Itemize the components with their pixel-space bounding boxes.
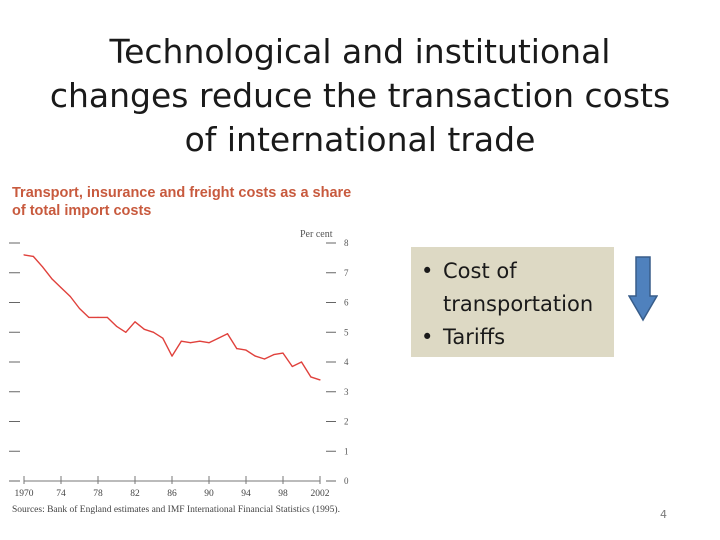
- data-point: [291, 365, 293, 368]
- y-axis-label: Per cent: [300, 229, 333, 240]
- x-tick-label: 74: [56, 489, 66, 499]
- data-point: [41, 266, 44, 268]
- bullet-dot-icon: •: [421, 259, 434, 283]
- data-point: [69, 295, 71, 298]
- data-point: [208, 342, 210, 344]
- y-tick-labels: 8 7 6 5 4 3 2 1 0: [344, 238, 349, 486]
- data-point: [51, 278, 53, 280]
- y-tick-label: 0: [344, 476, 349, 486]
- x-tick-label: 90: [204, 489, 214, 499]
- bullet-dot-icon: •: [421, 325, 434, 349]
- y-tick-label: 4: [344, 357, 349, 367]
- y-tick-label: 2: [344, 417, 349, 427]
- data-point: [97, 316, 99, 318]
- bullet-item-transport: • Cost of transportation: [421, 255, 608, 321]
- x-tick-label: 82: [130, 489, 140, 499]
- x-tick-label: 1970: [15, 489, 34, 499]
- bullet-text: Cost of transportation: [443, 259, 594, 316]
- data-point: [199, 340, 201, 342]
- series-layer: [23, 254, 321, 381]
- data-point: [273, 353, 275, 356]
- bullet-box: • Cost of transportation • Tariffs: [411, 247, 614, 357]
- source-label: Sources:: [12, 505, 45, 515]
- data-point: [282, 352, 284, 354]
- data-point: [115, 325, 118, 327]
- down-arrow-icon: [628, 256, 658, 322]
- data-point: [32, 255, 34, 257]
- y-tick-label: 5: [344, 327, 349, 337]
- data-point: [226, 333, 229, 335]
- x-axis: [23, 476, 321, 484]
- data-point: [254, 355, 256, 357]
- y-tick-label: 7: [344, 268, 349, 278]
- data-point: [171, 355, 173, 357]
- source-text: Bank of England estimates and IMF Intern…: [47, 505, 340, 515]
- y-tick-label: 6: [344, 298, 349, 308]
- y-tick-label: 3: [344, 387, 349, 397]
- left-tick-marks: [9, 242, 20, 482]
- x-tick-labels: 1970 74 78 82 86 90 94 98 2002: [15, 489, 330, 499]
- right-tick-marks: [326, 242, 336, 482]
- data-point: [106, 316, 108, 318]
- y-tick-label: 1: [344, 446, 349, 456]
- data-point: [263, 358, 266, 360]
- line-chart: 8 7 6 5 4 3 2 1 0 1970 74 78 82 86 90 94 98 2002 Per cen…: [9, 229, 349, 499]
- y-tick-label: 8: [344, 238, 349, 248]
- data-point: [319, 379, 321, 381]
- data-point: [134, 321, 136, 323]
- x-tick-label: 78: [93, 489, 103, 499]
- data-point: [217, 337, 219, 339]
- data-point: [162, 337, 164, 339]
- bullet-text: Tariffs: [443, 325, 506, 349]
- data-point: [189, 342, 192, 344]
- chart-source: Sources: Bank of England estimates and I…: [12, 505, 340, 515]
- slide-title: Technological and institutional changes …: [49, 32, 671, 159]
- chart-title: Transport, insurance and freight costs a…: [12, 185, 352, 219]
- bullet-item-tariffs: • Tariffs: [421, 321, 608, 354]
- data-point: [310, 376, 312, 378]
- data-point: [152, 331, 155, 333]
- data-point: [180, 340, 182, 342]
- x-tick-label: 98: [278, 489, 288, 499]
- page-number: 4: [660, 508, 667, 521]
- data-point: [78, 307, 81, 310]
- data-point: [143, 328, 145, 330]
- series-line: [23, 254, 321, 381]
- data-point: [245, 349, 247, 351]
- x-tick-label: 94: [241, 489, 251, 499]
- data-point: [88, 316, 90, 318]
- data-point: [23, 254, 25, 256]
- data-point: [300, 361, 303, 363]
- data-point: [236, 348, 238, 350]
- data-point: [60, 287, 62, 289]
- x-tick-label: 86: [167, 489, 177, 499]
- data-point: [125, 331, 127, 333]
- x-tick-label: 2002: [311, 489, 330, 499]
